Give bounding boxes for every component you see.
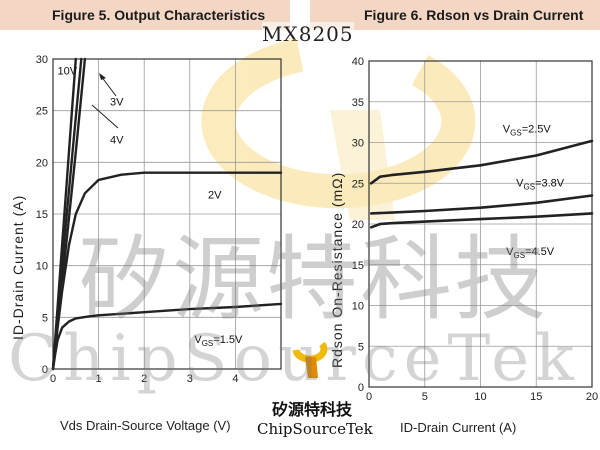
y-tick-label: 25	[352, 178, 364, 190]
series-line	[369, 212, 594, 229]
x-tick-label: 0	[366, 391, 372, 403]
label-3v-arrow-icon	[99, 73, 106, 80]
y-tick-label: 15	[36, 209, 48, 221]
x-tick-label: 4	[232, 373, 238, 385]
y-tick-label: 10	[36, 261, 48, 273]
plot-frame	[368, 60, 593, 388]
brand-name-chinese: 矽源特科技	[272, 400, 353, 419]
x-tick-label: 10	[474, 391, 486, 403]
series-line	[51, 171, 283, 371]
y-tick-label: 5	[358, 341, 364, 353]
label-3v-leader	[100, 75, 117, 97]
y-tick-label: 35	[352, 97, 364, 109]
series-line	[51, 302, 283, 371]
rdson-vs-drain-current-chart: 0 5 10 15 20 0 5 10 15 20 25 30 35 40 VGS=2.5V VGS=3.8V…	[329, 56, 598, 435]
x-tick-label: 1	[96, 373, 102, 385]
plot-frame	[52, 58, 282, 370]
curve-label: VGS=2.5V	[503, 124, 552, 138]
y-tick-label: 20	[352, 219, 364, 231]
y-tick-label: 0	[358, 382, 364, 394]
x-tick-label: 2	[141, 373, 147, 385]
curve-label: 4V	[110, 135, 124, 147]
x-axis-title: ID-Drain Current (A)	[400, 420, 516, 435]
x-axis-title: Vds Drain-Source Voltage (V)	[60, 418, 231, 433]
x-tick-label: 15	[530, 391, 542, 403]
y-axis-title: ID-Drain Current (A)	[10, 195, 26, 340]
brand-logo-icon	[292, 341, 328, 378]
curve-label: VGS=1.5V	[194, 334, 243, 348]
curve-label: 3V	[110, 97, 124, 109]
y-tick-label: 10	[352, 301, 364, 313]
y-tick-label: 30	[36, 54, 48, 66]
y-axis-title: Rdson On-Resistance (mΩ)	[329, 172, 345, 368]
x-tick-label: 5	[422, 391, 428, 403]
x-tick-label: 0	[50, 373, 56, 385]
brand-name-english: ChipSourceTek	[257, 420, 373, 438]
curve-label: VGS=4.5V	[506, 246, 555, 260]
y-tick-label: 15	[352, 260, 364, 272]
y-tick-label: 30	[352, 138, 364, 150]
output-characteristics-chart: 0 1 2 3 4 0 5 10 15 20 25 30 10V 3V 4V 2V VGS=1.5V Vds Dr…	[10, 54, 283, 433]
x-tick-label: 20	[586, 391, 598, 403]
figure-5-title: Figure 5. Output Characteristics	[0, 0, 290, 30]
series-line	[369, 139, 594, 185]
y-tick-label: 5	[42, 312, 48, 324]
series-line	[369, 194, 594, 215]
y-tick-label: 40	[352, 56, 364, 68]
y-tick-label: 0	[42, 364, 48, 376]
figure-6-title: Figure 6. Rdson vs Drain Current	[310, 0, 600, 30]
part-number: MX8205	[262, 22, 354, 46]
y-tick-label: 20	[36, 157, 48, 169]
logo-watermark-icon	[201, 38, 476, 220]
curve-label: VGS=3.8V	[516, 178, 565, 192]
curve-label: 10V	[58, 66, 78, 78]
curve-label: 2V	[208, 190, 222, 202]
y-tick-label: 25	[36, 106, 48, 118]
label-4v-leader	[91, 104, 119, 129]
x-tick-label: 3	[187, 373, 193, 385]
